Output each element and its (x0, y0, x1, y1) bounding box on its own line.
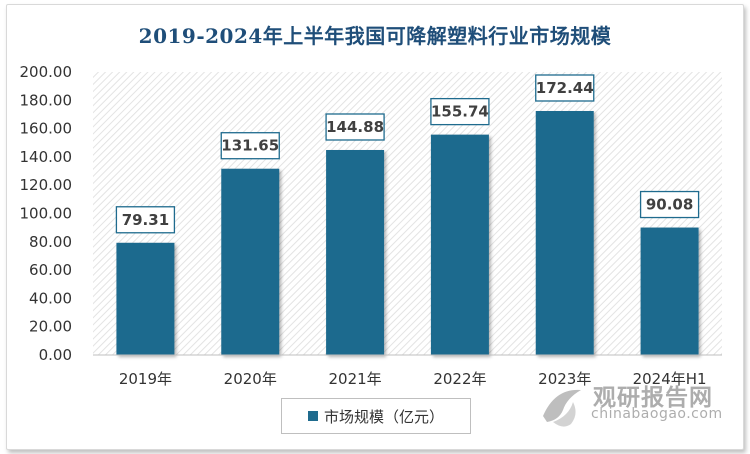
data-label: 144.88 (326, 118, 384, 136)
y-tick-label: 20.00 (29, 318, 72, 336)
plot-area (93, 72, 722, 355)
data-label: 90.08 (646, 196, 693, 214)
x-tick-label: 2022年 (433, 370, 486, 388)
bar (430, 134, 489, 355)
bar (326, 149, 385, 355)
data-label-box (325, 113, 385, 141)
data-label-box (220, 132, 280, 160)
x-axis: 2019年 2020年 2021年 2022年 2023年 2024年H1 (93, 354, 722, 388)
data-label-box (535, 74, 595, 102)
data-label: 131.65 (221, 137, 279, 155)
y-tick-label: 160.00 (20, 120, 73, 138)
y-tick-label: 140.00 (20, 148, 73, 166)
y-tick-label: 0.00 (39, 346, 72, 364)
bar (535, 110, 594, 355)
x-tick-label: 2020年 (224, 370, 277, 388)
y-axis: 0.00 20.00 40.00 60.00 80.00 100.00 120.00 140.… (20, 63, 73, 364)
watermark-logo: 观研报告网 chinabaogao.com (533, 376, 738, 436)
data-label-box (639, 190, 700, 219)
x-tick-label: 2023年 (538, 370, 591, 388)
legend: 市场规模（亿元） (281, 398, 471, 434)
legend-label: 市场规模（亿元） (323, 407, 444, 426)
y-tick-label: 80.00 (29, 233, 72, 251)
bars: 79.31 131.65 144.88 155.74 172.44 90.08 (115, 74, 700, 355)
y-tick-label: 200.00 (20, 63, 73, 81)
bar (116, 242, 175, 355)
y-tick-label: 40.00 (29, 289, 72, 307)
x-tick-label: 2019年 (119, 370, 172, 388)
y-tick-label: 180.00 (20, 91, 73, 109)
watermark-text-cn: 观研报告网 (593, 385, 713, 411)
y-tick-label: 100.00 (20, 205, 73, 223)
data-label-box (430, 97, 490, 126)
data-label: 172.44 (536, 79, 594, 97)
watermark-icon (543, 389, 581, 427)
data-label-box (115, 206, 176, 234)
data-label: 79.31 (122, 211, 169, 229)
y-tick-label: 60.00 (29, 261, 72, 279)
x-tick-label: 2024年H1 (633, 370, 707, 388)
x-tick-label: 2021年 (328, 370, 381, 388)
legend-swatch (307, 411, 318, 421)
y-tick-label: 120.00 (20, 176, 73, 194)
bar (221, 168, 280, 355)
chart-title: 2019-2024年上半年我国可降解塑料行业市场规模 (138, 24, 612, 48)
watermark-text-en: chinabaogao.com (591, 406, 723, 422)
bar (640, 227, 699, 355)
data-label: 155.74 (431, 103, 489, 121)
